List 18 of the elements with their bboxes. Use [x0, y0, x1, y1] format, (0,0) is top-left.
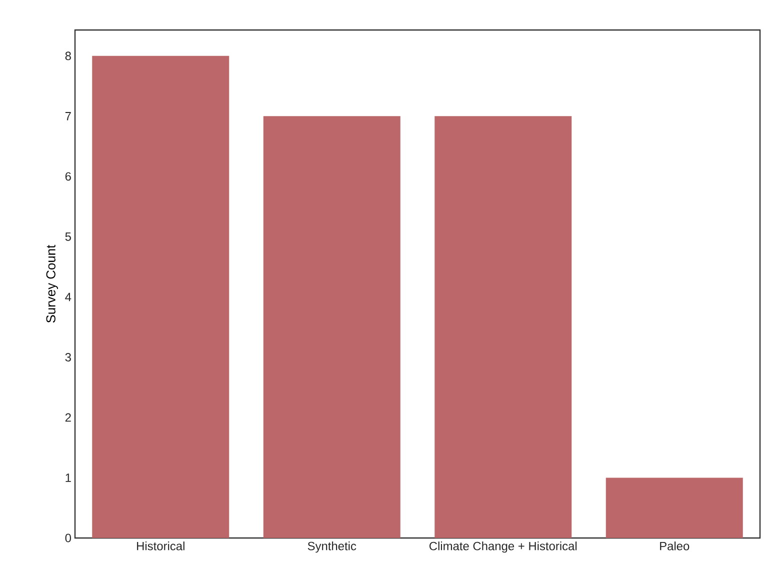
bar [606, 478, 743, 538]
y-tick-label: 1 [66, 474, 71, 482]
bar [263, 116, 400, 538]
x-tick-label: Paleo [660, 542, 690, 550]
y-tick-label: 6 [65, 172, 71, 181]
y-tick-label: 3 [65, 352, 71, 362]
x-tick-label: Historical [137, 542, 184, 550]
y-tick-label: 4 [65, 292, 72, 302]
y-tick-label: 7 [65, 112, 71, 120]
y-axis-title: Survey Count [46, 244, 58, 323]
x-tick-label: Climate Change + Historical [429, 542, 577, 553]
y-tick-label: 5 [65, 232, 71, 241]
y-tick-label: 8 [65, 52, 71, 60]
bar [434, 116, 572, 538]
y-tick-label: 0 [65, 534, 72, 542]
y-tick-label: 2 [65, 413, 71, 422]
x-tick-label: Synthetic [308, 542, 356, 553]
bar [92, 56, 230, 538]
